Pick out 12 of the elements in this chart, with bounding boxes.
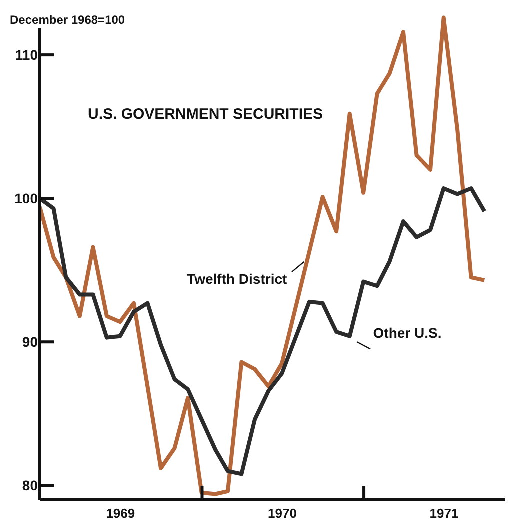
x-tick-label: 1970 xyxy=(268,506,297,521)
x-tick-label: 1969 xyxy=(106,506,136,521)
line-series xyxy=(40,186,487,476)
y-tick-label: 90 xyxy=(22,334,38,350)
y-tick-label: 100 xyxy=(14,190,38,207)
text: U.S. GOVERNMENT SECURITIES xyxy=(88,106,324,123)
series-label: Other U.S. xyxy=(373,324,442,340)
y-axis-title: December 1968=100 xyxy=(8,12,128,28)
x-tick-label: 1971 xyxy=(430,506,459,521)
y-tick-label: 80 xyxy=(22,478,38,494)
y-tick-label: 110 xyxy=(15,47,38,64)
series-label: Twelfth District xyxy=(187,271,288,288)
